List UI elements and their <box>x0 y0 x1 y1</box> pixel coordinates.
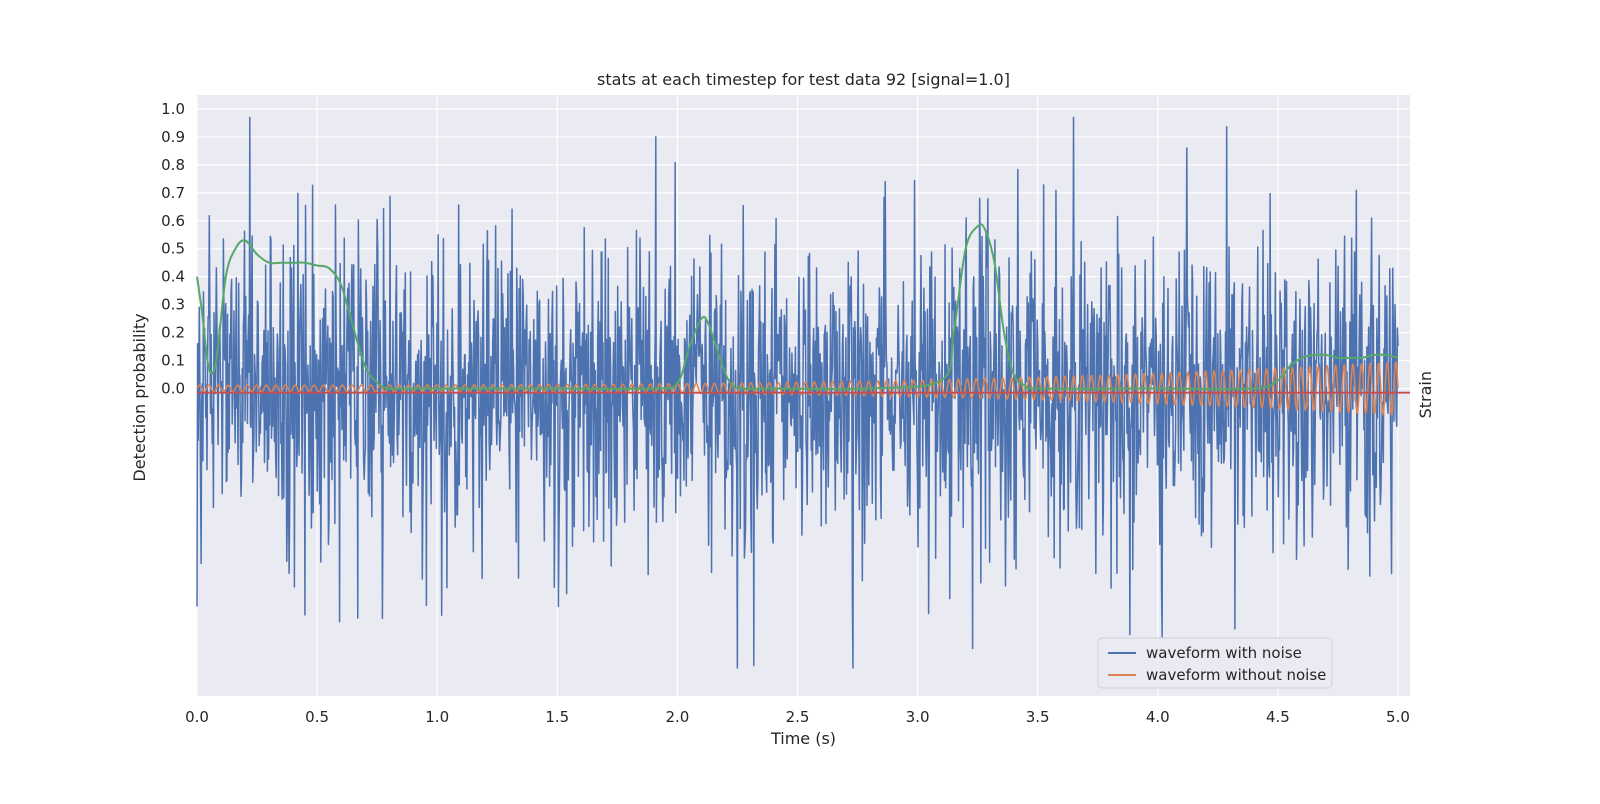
x-tick-label: 2.5 <box>786 708 810 726</box>
y-tick-label: 0.4 <box>161 268 185 286</box>
y-axis-label: Detection probability <box>130 313 149 481</box>
x-tick-label: 4.0 <box>1146 708 1170 726</box>
x-tick-label: 4.5 <box>1266 708 1290 726</box>
y-tick-label: 0.2 <box>161 324 185 342</box>
x-tick-label: 1.5 <box>545 708 569 726</box>
y-tick-label: 0.1 <box>161 352 185 370</box>
legend-label-noise: waveform with noise <box>1146 644 1302 662</box>
y-axis-label-right: Strain <box>1416 371 1435 418</box>
y-tick-label: 0.0 <box>161 380 185 398</box>
y-tick-label: 0.9 <box>161 128 185 146</box>
series-layer <box>196 116 1410 669</box>
x-tick-label: 1.0 <box>425 708 449 726</box>
y-tick-label: 0.3 <box>161 296 185 314</box>
y-tick-label: 0.7 <box>161 184 185 202</box>
x-tick-label: 0.0 <box>185 708 209 726</box>
series-waveform-with-noise <box>196 116 1399 669</box>
legend: waveform with noise waveform without noi… <box>1097 637 1333 689</box>
legend-label-clean: waveform without noise <box>1146 666 1326 684</box>
x-tick-label: 2.0 <box>665 708 689 726</box>
series-detection-probability <box>196 223 1399 391</box>
y-tick-label: 0.5 <box>161 240 185 258</box>
chart-title: stats at each timestep for test data 92 … <box>597 70 1010 89</box>
y-tick-label: 1.0 <box>161 100 185 118</box>
y-tick-label: 0.8 <box>161 156 185 174</box>
x-tick-label: 3.5 <box>1026 708 1050 726</box>
x-tick-label: 0.5 <box>305 708 329 726</box>
x-tick-label: 5.0 <box>1386 708 1410 726</box>
x-tick-label: 3.0 <box>906 708 930 726</box>
x-axis-label: Time (s) <box>770 729 836 748</box>
tick-labels: 0.0 0.5 1.0 1.5 2.0 2.5 3.0 3.5 4.0 4.5 5.0 0.0 0.1 0… <box>161 100 1410 726</box>
legend-box <box>1097 637 1333 689</box>
y-tick-label: 0.6 <box>161 212 185 230</box>
